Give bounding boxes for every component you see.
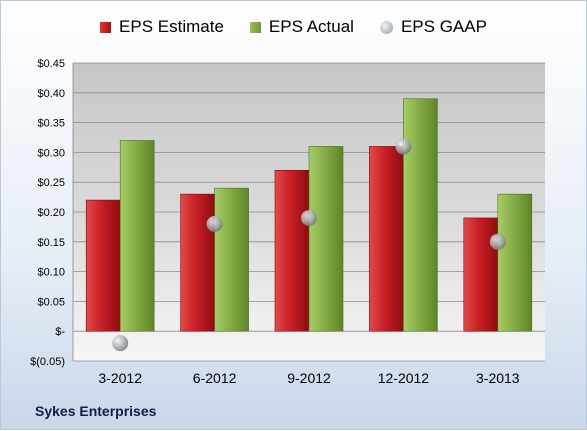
company-name: Sykes Enterprises <box>35 403 157 419</box>
x-tick-label: 9-2012 <box>287 370 331 386</box>
legend: EPS Estimate EPS Actual EPS GAAP <box>1 17 586 37</box>
y-tick-label: $0.05 <box>37 296 65 308</box>
legend-label-actual: EPS Actual <box>268 17 354 36</box>
y-tick-label: $0.25 <box>37 177 65 189</box>
legend-marker-gaap <box>379 20 393 34</box>
y-tick-label: $0.15 <box>37 237 65 249</box>
y-tick-label: $- <box>55 326 65 338</box>
legend-item-estimate: EPS Estimate <box>100 17 224 37</box>
y-tick-label: $0.45 <box>37 58 65 70</box>
marker-eps-gaap <box>395 138 412 155</box>
bar-eps-estimate <box>85 199 121 332</box>
legend-item-actual: EPS Actual <box>249 17 354 37</box>
bar-eps-estimate <box>180 193 215 332</box>
legend-item-gaap: EPS GAAP <box>379 17 487 37</box>
y-tick-label: $0.20 <box>37 207 65 219</box>
bar-eps-actual <box>308 146 344 332</box>
marker-eps-gaap <box>112 335 129 352</box>
legend-label-gaap: EPS GAAP <box>400 17 487 36</box>
marker-eps-gaap <box>301 209 317 226</box>
bar-eps-actual <box>214 187 249 332</box>
y-tick-label: $0.35 <box>37 118 65 130</box>
legend-swatch-actual <box>249 21 261 33</box>
marker-eps-gaap <box>489 233 506 250</box>
x-tick-label: 3-2012 <box>98 370 142 386</box>
bar-eps-actual <box>403 98 438 332</box>
bar-eps-estimate <box>274 169 310 332</box>
bar-eps-estimate <box>463 217 499 332</box>
y-tick-label: $0.30 <box>37 147 65 159</box>
bar-eps-actual <box>119 140 155 332</box>
y-tick-label: $(0.05) <box>30 356 65 368</box>
x-tick-label: 12-2012 <box>378 370 430 386</box>
bar-eps-actual <box>497 193 533 332</box>
x-tick-label: 3-2013 <box>476 370 520 386</box>
y-tick-label: $0.40 <box>37 88 65 100</box>
bar-eps-estimate <box>369 146 404 332</box>
legend-label-estimate: EPS Estimate <box>119 17 224 36</box>
y-tick-label: $0.10 <box>37 267 65 279</box>
x-tick-label: 6-2012 <box>193 370 237 386</box>
legend-swatch-estimate <box>100 21 112 33</box>
marker-eps-gaap <box>206 215 223 232</box>
